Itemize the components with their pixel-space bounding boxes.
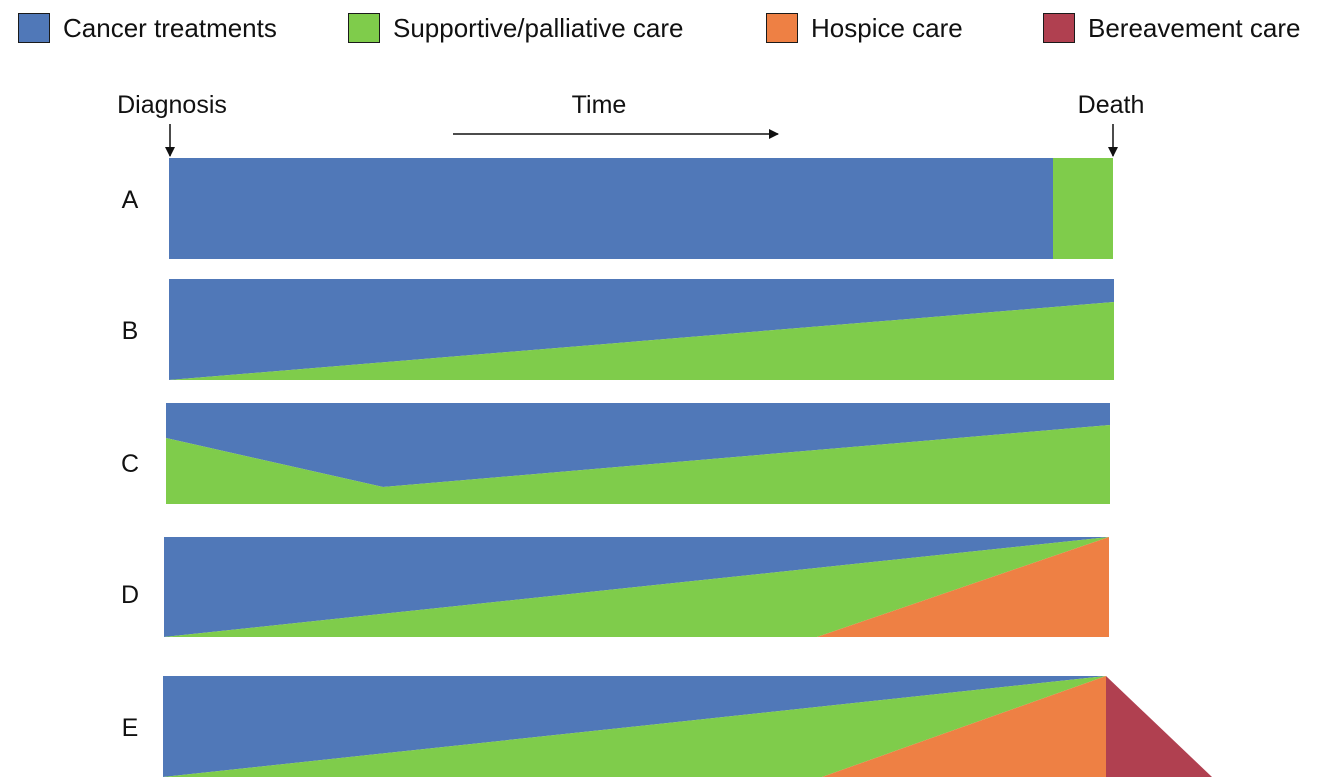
time-label: Time	[572, 91, 627, 119]
row-e-bereavement-region	[1106, 676, 1212, 777]
legend-label-bereavement-care: Bereavement care	[1088, 13, 1301, 43]
row-label-d: D	[121, 581, 139, 609]
legend-swatch-bereavement-care	[1043, 13, 1075, 43]
legend-label-supportive-palliative-care: Supportive/palliative care	[393, 13, 684, 43]
row-b-supportive-palliative-region	[169, 302, 1114, 380]
death-label: Death	[1078, 91, 1145, 119]
legend-item-hospice-care: Hospice care	[766, 11, 963, 45]
legend-swatch-hospice-care	[766, 13, 798, 43]
row-b: B	[122, 279, 1114, 380]
legend-item-cancer-treatments: Cancer treatments	[18, 11, 277, 45]
row-a-cancer-treatments-region	[169, 158, 1053, 259]
legend-label-hospice-care: Hospice care	[811, 13, 963, 43]
legend: Cancer treatments Supportive/palliative …	[0, 0, 1325, 56]
diagnosis-label: Diagnosis	[117, 91, 227, 119]
row-c-supportive-palliative-region	[166, 425, 1110, 504]
row-c: C	[121, 403, 1110, 504]
row-d-hospice-region	[817, 537, 1109, 637]
row-label-a: A	[122, 186, 139, 214]
legend-item-supportive-palliative-care: Supportive/palliative care	[348, 11, 684, 45]
legend-swatch-cancer-treatments	[18, 13, 50, 43]
row-label-e: E	[122, 714, 139, 742]
row-e-hospice-region	[822, 676, 1106, 777]
legend-label-cancer-treatments: Cancer treatments	[63, 13, 277, 43]
row-e-supportive-palliative-region	[163, 676, 1106, 777]
row-e: E	[122, 676, 1212, 777]
row-label-c: C	[121, 450, 139, 478]
row-b-cancer-treatments-region	[169, 279, 1114, 380]
row-d-supportive-palliative-region	[164, 537, 1109, 637]
legend-item-bereavement-care: Bereavement care	[1043, 11, 1300, 45]
legend-swatch-supportive-palliative-care	[348, 13, 380, 43]
row-a: A	[122, 158, 1113, 259]
row-d: D	[121, 537, 1109, 637]
row-c-cancer-treatments-region	[166, 403, 1110, 487]
row-label-b: B	[122, 317, 139, 345]
row-a-supportive-palliative-region	[1053, 158, 1113, 259]
